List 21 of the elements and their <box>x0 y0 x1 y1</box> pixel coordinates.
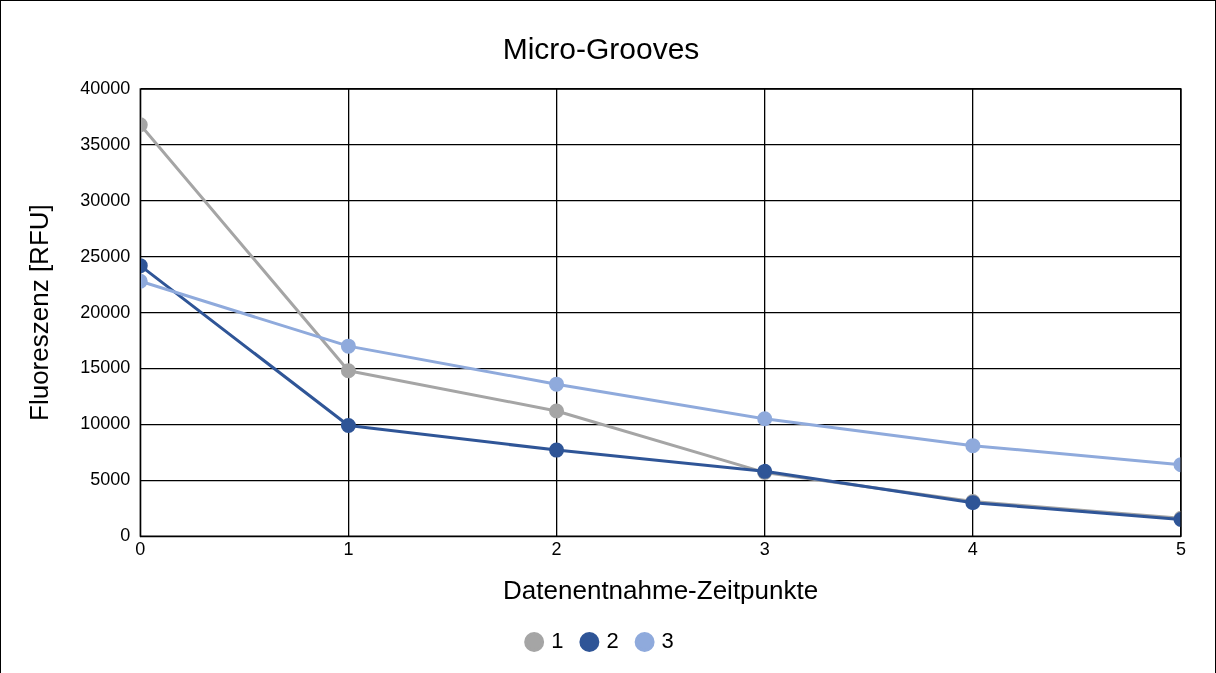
x-tick-label: 5 <box>1175 538 1187 559</box>
y-tick-label: 20000 <box>80 301 131 322</box>
legend-label: 1 <box>551 628 564 654</box>
y-tick-label: 15000 <box>80 357 131 378</box>
x-tick-label: 1 <box>343 538 354 559</box>
x-tick-label: 2 <box>551 538 562 559</box>
x-tick-label: 0 <box>135 538 146 559</box>
y-tick-label: 5000 <box>90 469 131 490</box>
y-tick-label: 0 <box>120 525 131 546</box>
x-tick-label: 3 <box>759 538 770 559</box>
legend-label: 3 <box>661 628 674 654</box>
legend-label: 2 <box>606 628 619 654</box>
y-tick-label: 35000 <box>80 133 131 154</box>
y-tick-label: 10000 <box>80 413 131 434</box>
x-tick-label: 4 <box>967 538 978 559</box>
y-axis-title: Fluoreszenz [RFU] <box>23 204 54 421</box>
x-axis-title: Datenentnahme-Zeitpunkte <box>503 574 819 605</box>
y-tick-label: 30000 <box>80 189 131 210</box>
y-tick-label: 25000 <box>80 245 131 266</box>
y-tick-label: 40000 <box>80 77 131 98</box>
chart-title: Micro-Grooves <box>502 32 700 66</box>
